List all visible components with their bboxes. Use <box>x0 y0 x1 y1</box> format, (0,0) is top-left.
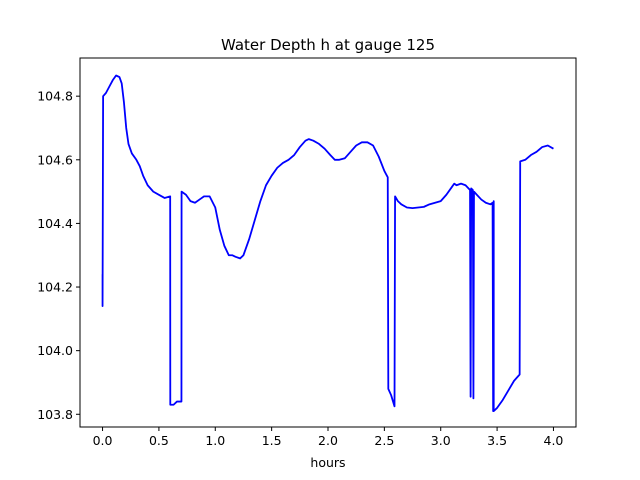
x-tick-label: 0.0 <box>93 433 113 448</box>
x-tick-label: 0.5 <box>149 433 169 448</box>
y-tick-label: 104.8 <box>37 89 73 104</box>
x-tick-label: 1.5 <box>262 433 282 448</box>
y-tick-label: 104.0 <box>37 343 73 358</box>
x-tick-label: 1.0 <box>205 433 225 448</box>
plot-area <box>101 74 554 412</box>
y-axis: 103.8 104.0 104.2 104.4 104.6 104.8 <box>37 89 80 422</box>
series-line-0 <box>101 74 554 412</box>
x-tick-label: 4.0 <box>544 433 564 448</box>
x-axis: 0.0 0.5 1.0 1.5 2.0 2.5 3.0 3.5 4.0 <box>93 427 564 448</box>
chart-title: Water Depth h at gauge 125 <box>221 36 435 54</box>
x-tick-label: 2.0 <box>318 433 338 448</box>
y-tick-label: 104.2 <box>37 280 73 295</box>
y-tick-label: 104.4 <box>37 216 73 231</box>
x-tick-label: 3.5 <box>487 433 507 448</box>
y-tick-label: 103.8 <box>37 407 73 422</box>
y-tick-label: 104.6 <box>37 152 73 167</box>
x-tick-label: 2.5 <box>374 433 394 448</box>
x-tick-label: 3.0 <box>431 433 451 448</box>
x-axis-label: hours <box>310 455 345 470</box>
